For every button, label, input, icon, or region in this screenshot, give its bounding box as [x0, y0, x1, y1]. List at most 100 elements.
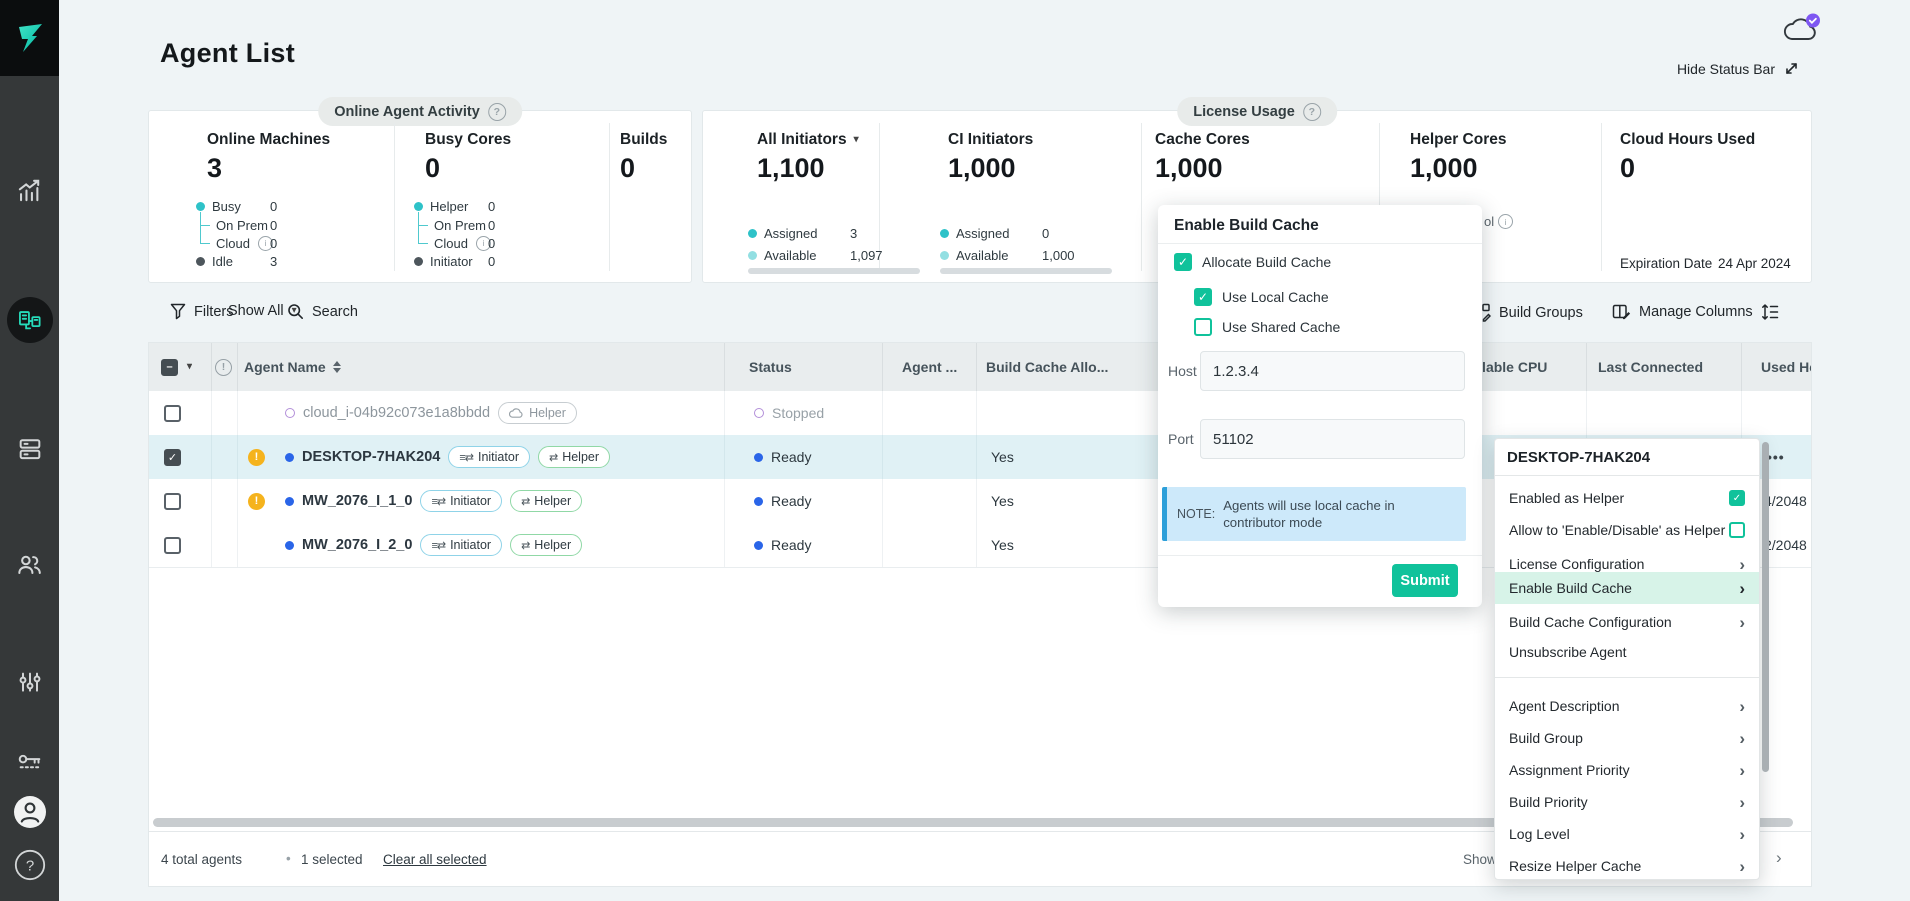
sidebar-user-avatar[interactable] — [0, 795, 59, 829]
warning-icon[interactable]: ! — [248, 448, 265, 466]
use-local-cache-option[interactable]: ✓ Use Local Cache — [1194, 288, 1329, 306]
sidebar-item-settings[interactable] — [0, 669, 59, 697]
filters-button[interactable]: Filters — [170, 303, 233, 320]
row-checkbox[interactable] — [164, 404, 181, 422]
hide-status-bar-button[interactable]: Hide Status Bar — [1660, 60, 1800, 77]
license-help-icon[interactable]: ? — [1302, 102, 1321, 121]
helper-badge: ⇄ Helper — [510, 534, 583, 556]
menu-item-build-priority[interactable]: Build Priority › — [1495, 787, 1759, 817]
menu-item-allow-enable-disable[interactable]: Allow to 'Enable/Disable' as Helper — [1495, 515, 1759, 545]
row-checkbox[interactable] — [164, 536, 181, 554]
status-header-label: Status — [749, 359, 792, 375]
submit-button[interactable]: Submit — [1392, 564, 1458, 597]
busy-cores-title: Busy Cores — [425, 131, 512, 148]
info-icon[interactable]: i — [257, 235, 273, 251]
sidebar-help[interactable]: ? — [0, 849, 59, 881]
allow-enable-disable-checkbox[interactable] — [1729, 522, 1745, 538]
warning-icon[interactable]: ! — [248, 492, 265, 510]
select-menu-chevron-icon[interactable]: ▾ — [187, 361, 193, 372]
column-header-used-helper[interactable]: Used Helper Cache — [1761, 343, 1811, 391]
menu-item-license-configuration[interactable]: License Configuration › — [1495, 549, 1759, 579]
menu-item-enabled-as-helper[interactable]: Enabled as Helper ✓ — [1495, 483, 1759, 513]
agent-state-dot — [285, 496, 294, 506]
helper-badge: ⇄ Helper — [537, 446, 611, 468]
chevron-down-icon[interactable]: ▾ — [853, 134, 859, 145]
column-header-status[interactable]: Status — [749, 343, 792, 391]
builds-value: 0 — [620, 153, 636, 183]
activity-help-icon[interactable]: ? — [487, 102, 506, 121]
sidebar-item-users[interactable] — [0, 550, 59, 579]
users-icon — [18, 555, 41, 574]
show-all-label: Show All — [228, 303, 284, 319]
card-divider — [1379, 123, 1380, 271]
app-logo[interactable] — [0, 0, 59, 76]
status-text: Stopped — [772, 405, 825, 421]
enabled-as-helper-checkbox[interactable]: ✓ — [1729, 490, 1745, 506]
card-divider — [394, 123, 395, 271]
cloud-hours-title: Cloud Hours Used — [1620, 131, 1756, 148]
menu-item-label: Enabled as Helper — [1509, 490, 1625, 506]
search-button[interactable]: Search — [287, 303, 358, 320]
info-icon[interactable]: i — [475, 235, 491, 251]
key-icon — [18, 754, 40, 769]
table-row[interactable]: cloud_i-04b92c073e1a8bbdd Helper Stopped — [149, 391, 1811, 436]
sidebar-active-indicator — [6, 297, 53, 343]
manage-columns-button[interactable]: Manage Columns — [1612, 303, 1753, 321]
column-header-agent-name[interactable]: Agent Name — [244, 343, 341, 391]
sidebar-item-license[interactable] — [0, 748, 59, 776]
show-all-dropdown[interactable]: Show All ▾ — [228, 303, 297, 319]
build-groups-button[interactable]: Build Groups — [1472, 303, 1583, 322]
menu-item-build-group[interactable]: Build Group › — [1495, 723, 1759, 753]
online-agent-activity-pill-label: Online Agent Activity — [334, 103, 480, 120]
allocate-build-cache-option[interactable]: ✓ Allocate Build Cache — [1174, 253, 1331, 271]
helper-value: 0 — [488, 199, 496, 214]
status-text: Ready — [771, 537, 812, 553]
use-shared-cache-checkbox[interactable] — [1194, 318, 1212, 336]
menu-item-agent-description[interactable]: Agent Description › — [1495, 691, 1759, 721]
assigned-label: Assigned — [956, 225, 1010, 241]
allocate-build-cache-checkbox[interactable]: ✓ — [1174, 253, 1192, 271]
pagination-next-button[interactable]: › — [1776, 848, 1782, 867]
badge-label: Helper — [534, 494, 572, 508]
column-header-agent-type[interactable]: Agent ... — [902, 343, 957, 391]
menu-item-log-level[interactable]: Log Level › — [1495, 819, 1759, 849]
row-height-button[interactable] — [1760, 302, 1780, 322]
chevron-right-icon: › — [1739, 824, 1745, 844]
menu-item-build-cache-configuration[interactable]: Build Cache Configuration › — [1495, 607, 1759, 637]
menu-item-assignment-priority[interactable]: Assignment Priority › — [1495, 755, 1759, 785]
row-actions-button[interactable]: ••• — [1767, 449, 1785, 465]
select-all-checkbox[interactable]: – — [161, 358, 178, 376]
assigned-dot — [748, 228, 757, 238]
cloud-check-icon — [1783, 13, 1820, 40]
port-input[interactable] — [1200, 419, 1465, 459]
enable-build-cache-dialog: Enable Build Cache ✓ Allocate Build Cach… — [1158, 205, 1482, 607]
busy-dot — [196, 202, 205, 211]
chevron-right-icon: › — [1739, 728, 1745, 748]
sort-icon[interactable] — [332, 361, 341, 373]
sidebar-item-builds[interactable] — [0, 435, 59, 463]
sidebar-item-dashboard[interactable] — [0, 176, 59, 205]
ci-initiators-title: CI Initiators — [948, 131, 1034, 148]
column-header-build-cache[interactable]: Build Cache Allo... — [986, 343, 1108, 391]
initiator-badge: ≡⇄ Initiator — [420, 534, 503, 556]
row-checkbox[interactable]: ✓ — [164, 448, 181, 466]
menu-item-resize-helper-cache[interactable]: Resize Helper Cache › — [1495, 851, 1759, 881]
use-shared-cache-option[interactable]: Use Shared Cache — [1194, 318, 1340, 336]
column-header-last-connected[interactable]: Last Connected — [1598, 343, 1703, 391]
use-local-cache-checkbox[interactable]: ✓ — [1194, 288, 1212, 306]
initiator-value: 0 — [488, 254, 496, 269]
ci-initiators-value: 1,000 — [948, 153, 1016, 183]
available-dot — [748, 250, 757, 260]
menu-item-enable-build-cache[interactable]: Enable Build Cache › — [1495, 572, 1759, 604]
menu-scrollbar[interactable] — [1762, 442, 1769, 772]
sidebar-item-agents[interactable] — [0, 297, 59, 343]
menu-item-unsubscribe-agent[interactable]: Unsubscribe Agent — [1495, 637, 1759, 667]
alert-icon: ! — [215, 358, 232, 376]
cloud-status-button[interactable] — [1780, 12, 1822, 51]
row-checkbox[interactable] — [164, 492, 181, 510]
clear-all-selected-link[interactable]: Clear all selected — [383, 852, 487, 867]
info-icon[interactable]: i — [1498, 214, 1514, 229]
horizontal-scrollbar[interactable] — [153, 818, 1793, 827]
host-input[interactable] — [1200, 351, 1465, 391]
